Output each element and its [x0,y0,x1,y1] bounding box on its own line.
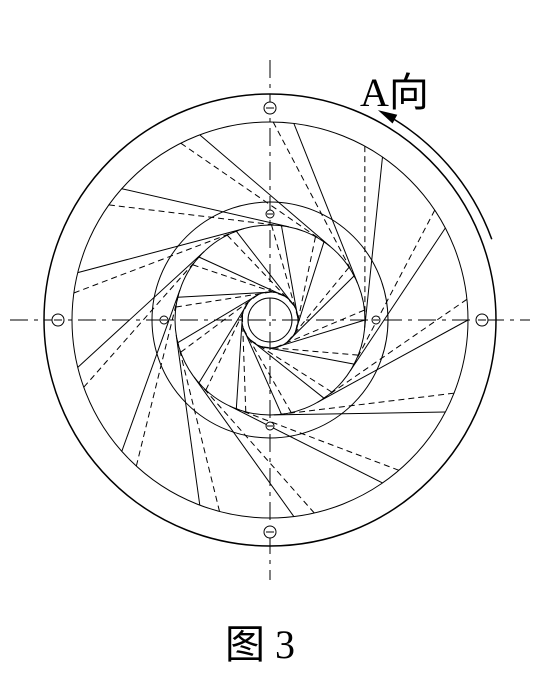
inner-blade-trailing [206,303,248,390]
outer-blade-trailing [233,407,399,470]
inner-blade-leading [287,276,354,342]
outer-blade-leading [365,157,383,328]
inner-blade-leading [275,320,365,348]
inner-blade-trailing [288,267,349,341]
outer-blade-leading [78,251,204,367]
outer-blade-trailing [273,122,356,279]
outer-blade-trailing [177,339,220,511]
outer-blade-trailing [84,254,202,387]
inner-blade-leading [295,242,324,332]
inner-blade-leading [236,231,294,306]
outer-blade-leading [294,123,358,282]
inner-blade-trailing [276,310,365,347]
outer-blade-trailing [74,230,240,293]
outer-blade-leading [200,135,330,247]
outer-blade-leading [229,406,382,483]
outer-blade-trailing [321,299,467,400]
outer-blade-trailing [278,393,454,414]
impeller-diagram-svg [0,0,541,685]
outer-blade-leading [176,335,200,505]
inner-blade-trailing [251,340,332,392]
direction-arrow-arc [381,112,492,240]
outer-blade-leading [122,290,180,451]
outer-blade-trailing [181,143,327,244]
inner-ring-inner [175,225,365,415]
direction-annotation: A向 [360,60,429,118]
inner-blade-trailing [181,295,258,352]
outer-blade-trailing [109,205,285,226]
inner-blade-leading [261,347,354,364]
inner-blade-leading [236,315,242,409]
inner-blade-trailing [262,347,358,355]
inner-blade-leading [281,226,298,319]
outer-blade-leading [194,377,294,516]
figure-caption: 图 3 [225,612,295,670]
diagram-stage: A向 图 3 [0,0,541,685]
outer-blade-trailing [197,380,315,513]
